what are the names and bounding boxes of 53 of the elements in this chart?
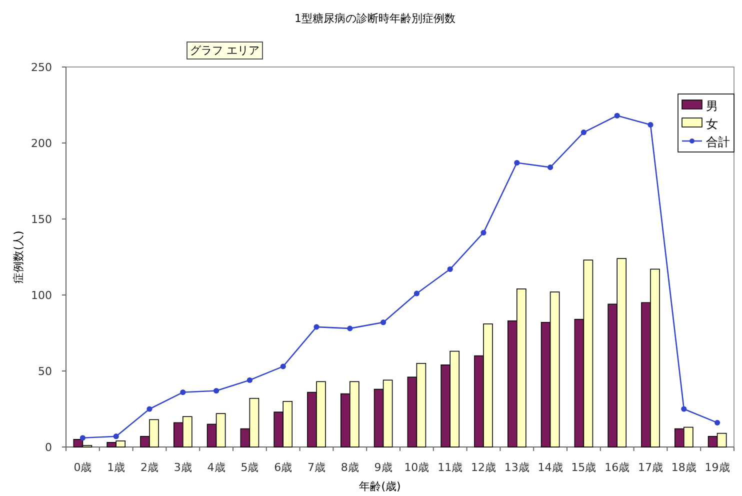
- point: [314, 324, 320, 330]
- point: [246, 377, 252, 383]
- point: [648, 122, 654, 128]
- x-tick-label: 13歳: [504, 461, 530, 474]
- y-tick-label: 250: [31, 61, 52, 74]
- point: [280, 364, 286, 370]
- x-tick-label: 14歳: [538, 461, 563, 474]
- point: [614, 112, 620, 118]
- x-tick-label: 19歳: [704, 461, 730, 474]
- y-tick-label: 200: [31, 137, 52, 150]
- point: [580, 130, 586, 136]
- x-tick-label: 10歳: [404, 461, 430, 474]
- x-tick-label: 6歳: [274, 461, 292, 474]
- x-tick-label: 5歳: [240, 461, 259, 474]
- y-tick-label: 100: [31, 289, 52, 302]
- point: [714, 420, 720, 426]
- x-tick-label: 4歳: [207, 461, 226, 474]
- x-tick-label: 0歳: [74, 461, 92, 474]
- y-tick-label: 50: [38, 365, 52, 378]
- point: [447, 266, 453, 272]
- point: [180, 389, 186, 396]
- legend-label: 男: [706, 99, 718, 113]
- x-axis-title: 年齢(歳): [359, 480, 401, 493]
- point: [514, 160, 520, 166]
- point: [214, 388, 220, 394]
- point: [548, 164, 554, 170]
- x-tick-label: 16歳: [604, 461, 630, 474]
- x-tick-label: 1歳: [107, 461, 126, 474]
- x-tick-label: 7歳: [308, 461, 326, 474]
- point: [681, 406, 687, 412]
- legend-label: 女: [706, 117, 718, 131]
- point: [146, 406, 152, 412]
- point: [80, 435, 86, 441]
- x-tick-label: 12歳: [471, 461, 496, 474]
- x-tick-label: 9歳: [374, 461, 392, 474]
- y-tick-label: 0: [45, 441, 52, 454]
- annotation: グラフ エリア: [186, 42, 263, 60]
- point: [480, 230, 486, 236]
- y-axis-title: 症例数(人): [12, 230, 25, 284]
- x-tick-label: 8歳: [340, 461, 359, 474]
- x-tick-label: 2歳: [140, 461, 158, 474]
- y-tick-label: 150: [31, 213, 52, 226]
- x-tick-label: 18歳: [671, 461, 696, 474]
- x-tick-label: 15歳: [571, 461, 596, 474]
- point: [113, 434, 119, 440]
- legend-label: 合計: [706, 135, 730, 149]
- x-tick-label: 17歳: [638, 461, 663, 474]
- x-tick-label: 11歳: [438, 461, 463, 474]
- x-tick-label: 3歳: [174, 461, 192, 474]
- chart-title: 1型糖尿病の診断時年齢別症例数: [294, 12, 456, 25]
- point: [380, 320, 386, 326]
- point: [414, 290, 420, 296]
- point: [347, 326, 353, 332]
